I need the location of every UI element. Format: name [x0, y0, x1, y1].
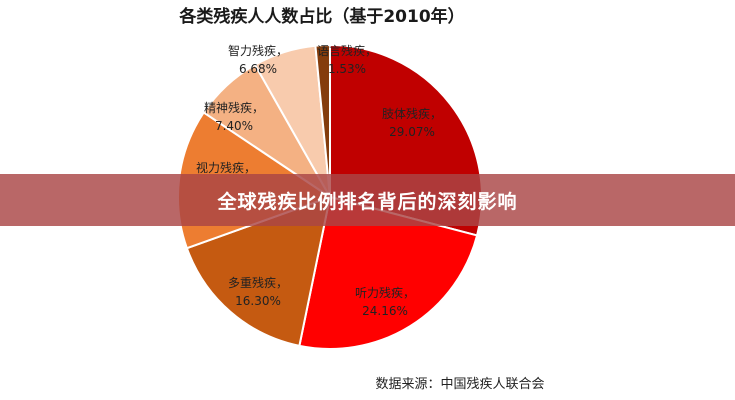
slice-label: 多重残疾，: [228, 275, 288, 290]
chart-title: 各类残疾人人数占比（基于2010年）: [178, 6, 464, 27]
slice-label: 听力残疾，: [355, 285, 415, 300]
headline-banner: 全球残疾比例排名背后的深刻影响: [0, 174, 735, 226]
slice-value-label: 29.07%: [389, 125, 435, 139]
slice-label: 智力残疾，: [228, 43, 288, 58]
pie-slice: [185, 195, 332, 348]
slice-label: 视力残疾，: [196, 160, 256, 175]
data-source: 数据来源：中国残疾人联合会: [375, 377, 544, 392]
pie-slice: [314, 43, 331, 198]
slice-value-label: 6.68%: [239, 62, 277, 76]
slice-value-label: 16.30%: [235, 294, 281, 308]
slice-label: 肢体残疾，: [382, 106, 442, 121]
slice-label: 语言残疾，: [317, 43, 377, 58]
headline-text: 全球残疾比例排名背后的深刻影响: [217, 190, 518, 213]
slice-value-label: 7.40%: [215, 119, 253, 133]
slice-label: 精神残疾，: [204, 100, 264, 115]
slice-value-label: 1.53%: [328, 62, 366, 76]
slice-value-label: 24.16%: [362, 304, 408, 318]
pie-slice: [298, 195, 479, 350]
pie-labels: 肢体残疾， 29.07% 听力残疾， 24.16% 多重残疾， 16.30% 视力残疾， 精神…: [196, 43, 442, 318]
